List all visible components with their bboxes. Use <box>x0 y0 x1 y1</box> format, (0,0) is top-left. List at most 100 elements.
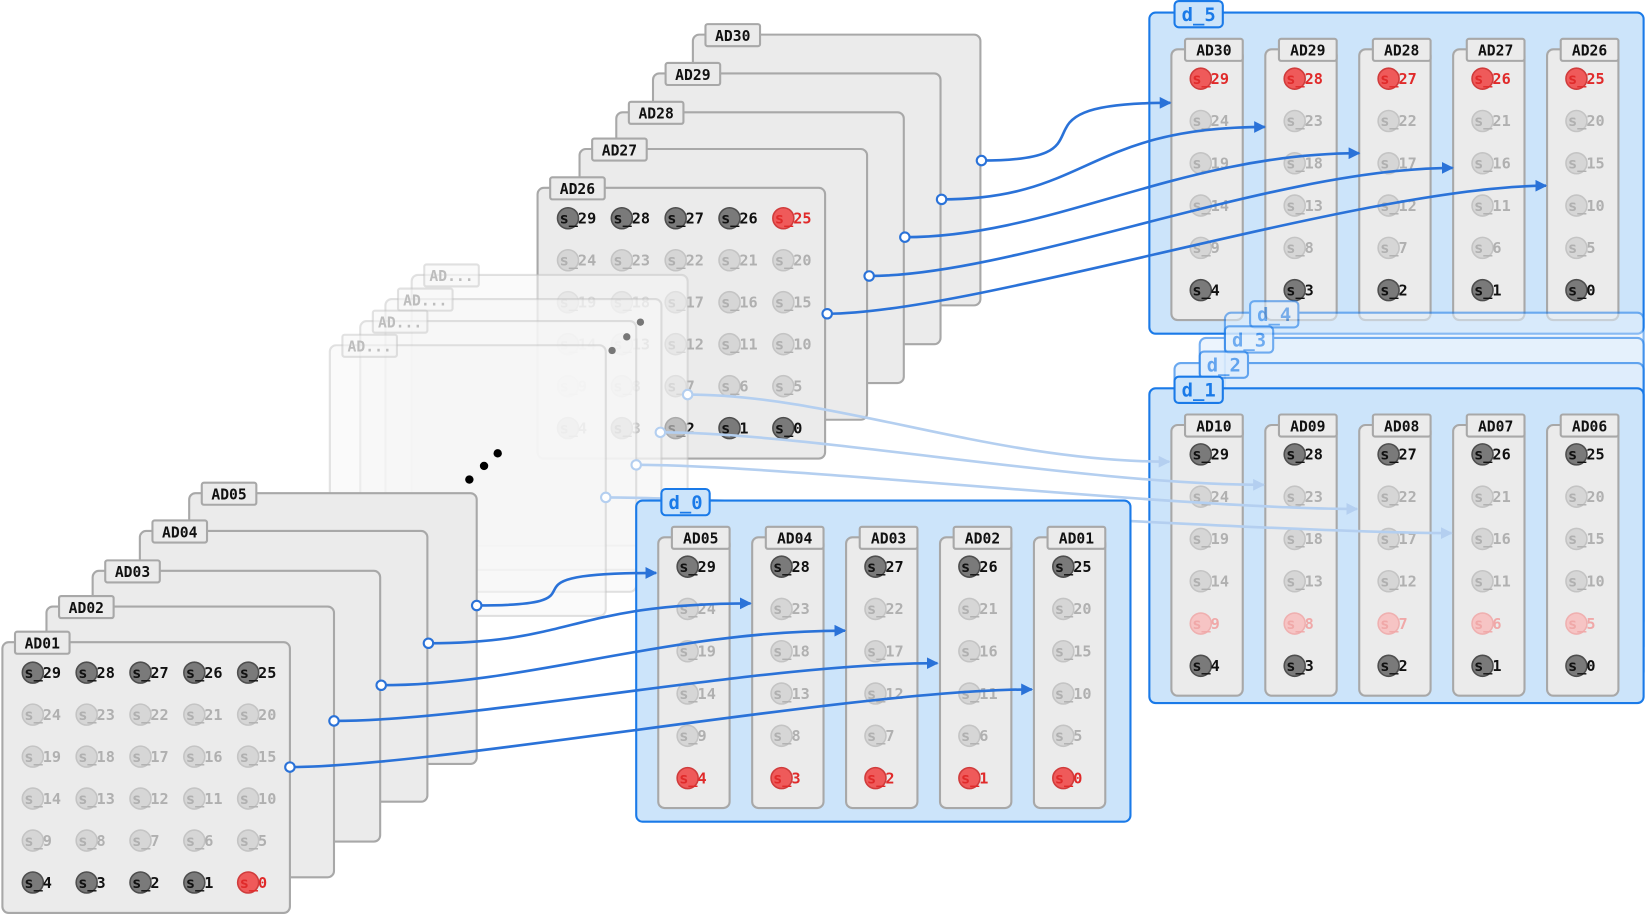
slot: s_5 <box>1052 724 1082 748</box>
slot: s_1 <box>1471 654 1502 678</box>
slot-circle-icon <box>1565 152 1588 175</box>
slot-label: s_26 <box>1474 70 1511 88</box>
arrow-line <box>333 657 939 723</box>
slot: s_6 <box>183 829 213 852</box>
slot-circle-icon <box>21 745 45 768</box>
slot-label: s_0 <box>775 419 802 437</box>
slot-label: s_29 <box>1192 70 1229 88</box>
slot-circle-icon <box>1377 654 1400 678</box>
slot: s_9 <box>21 829 52 852</box>
slot-label: s_16 <box>1474 155 1511 173</box>
arrow-start-handle-icon[interactable] <box>375 679 387 692</box>
arrow-start-handle-icon[interactable] <box>630 459 642 471</box>
slot: s_19 <box>1189 527 1229 551</box>
slot: s_3 <box>1283 278 1314 302</box>
card-tab <box>371 309 429 334</box>
slot: s_25 <box>236 661 276 684</box>
arrow-faded-1 <box>681 388 1171 468</box>
slot-label: s_5 <box>240 832 267 850</box>
slot-label: s_15 <box>240 748 277 766</box>
slot-label: s_17 <box>867 642 904 660</box>
group-title: d_2 <box>1207 354 1241 376</box>
column-frame <box>1358 423 1432 697</box>
arrow-start-handle-icon[interactable] <box>284 761 296 773</box>
slot-circle-icon <box>1471 67 1494 90</box>
group-title: d_1 <box>1182 380 1216 402</box>
arrow-start-handle-icon[interactable] <box>899 231 911 243</box>
slot: s_28 <box>75 661 115 684</box>
arrow-start-handle-icon[interactable] <box>328 715 340 727</box>
arrow-start-handle-icon[interactable] <box>654 426 667 439</box>
slot-label: s_10 <box>240 790 277 808</box>
slot: s_22 <box>1377 109 1417 133</box>
slot-label: s_13 <box>78 790 115 808</box>
card-title: AD29 <box>675 67 710 84</box>
slot-label: s_9 <box>1192 615 1219 633</box>
column-tab <box>764 525 825 550</box>
slot: s_14 <box>1189 569 1229 593</box>
slot-circle-icon <box>1377 67 1400 90</box>
arrow-line <box>981 96 1172 162</box>
slot-circle-icon <box>1565 527 1588 551</box>
slot-label: s_3 <box>773 769 800 787</box>
slot: s_5 <box>1565 612 1596 635</box>
column-frame <box>1546 423 1620 697</box>
slot-circle-icon <box>772 248 795 272</box>
arrow-start-handle-icon[interactable] <box>600 491 612 504</box>
slot-circle-icon <box>21 703 45 726</box>
card-title: AD02 <box>69 600 104 617</box>
slot: s_18 <box>770 639 810 663</box>
slot: s_29 <box>1189 67 1229 90</box>
card-title: AD30 <box>715 28 750 45</box>
slot: s_21 <box>1471 109 1511 133</box>
slot: s_23 <box>1283 109 1323 133</box>
slot-label: s_28 <box>613 210 650 228</box>
slot: s_28 <box>1283 443 1323 466</box>
slot: s_26 <box>958 555 998 578</box>
slot-circle-icon <box>1565 194 1588 217</box>
slot-circle-icon <box>21 829 45 852</box>
slot-label: s_24 <box>1192 112 1229 130</box>
slot-circle-icon <box>864 724 887 748</box>
slot-label: s_26 <box>186 664 223 682</box>
slot-circle-icon <box>770 639 793 663</box>
slot: s_10 <box>772 332 812 356</box>
column-title: AD06 <box>1572 418 1608 435</box>
arrow-start-handle-icon[interactable] <box>975 154 988 167</box>
slot: s_9 <box>1189 612 1220 635</box>
slot-label: s_20 <box>240 706 277 724</box>
slot-circle-icon <box>770 766 793 790</box>
column-title: AD04 <box>777 531 813 548</box>
slot-label: s_21 <box>1474 488 1511 506</box>
group-column-AD08: AD08 s_27 s_22 s_17 s_12 s_7 s_2 <box>1358 413 1432 697</box>
card-tab <box>151 519 209 544</box>
arrow-start-handle-icon[interactable] <box>821 307 833 320</box>
card-title: AD05 <box>211 486 246 503</box>
slot: s_21 <box>1471 485 1511 508</box>
card-tab <box>591 137 648 162</box>
arrow-start-handle-icon[interactable] <box>422 637 435 650</box>
slot: s_18 <box>75 745 115 768</box>
slot-circle-icon <box>556 248 580 272</box>
slot: s_7 <box>864 724 895 748</box>
slot-circle-icon <box>718 416 741 440</box>
arrow-line <box>904 147 1361 239</box>
slot: s_4 <box>676 766 707 790</box>
arrow-start-handle-icon[interactable] <box>935 193 948 206</box>
slot: s_25 <box>1565 67 1605 90</box>
slot-label: s_7 <box>867 727 894 745</box>
arrow-start-handle-icon[interactable] <box>863 270 875 282</box>
slot: s_20 <box>1052 597 1092 621</box>
slot-circle-icon <box>676 724 699 748</box>
slot-label: s_0 <box>240 874 267 892</box>
arrow-start-handle-icon[interactable] <box>681 388 694 401</box>
slot: s_2 <box>1377 654 1408 678</box>
slot-label: s_24 <box>24 706 61 724</box>
slot: s_25 <box>772 206 812 230</box>
slot-circle-icon <box>958 639 981 663</box>
arrow-start-handle-icon[interactable] <box>470 599 483 612</box>
slot-label: s_2 <box>1380 281 1407 299</box>
slot: s_6 <box>1471 612 1502 635</box>
slot-circle-icon <box>1052 555 1075 578</box>
